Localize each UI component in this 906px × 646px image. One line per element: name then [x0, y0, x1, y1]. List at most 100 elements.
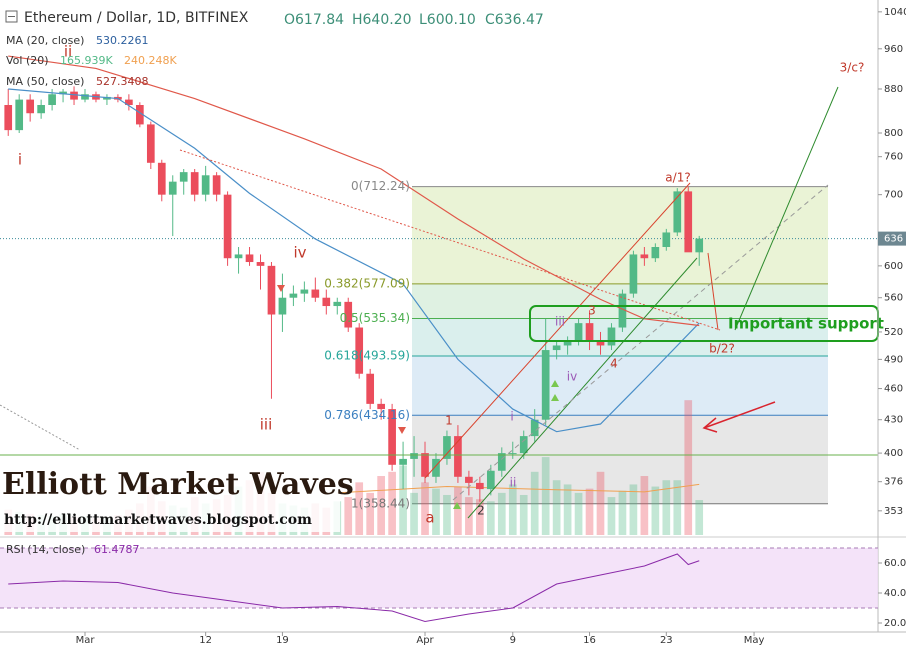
- legend-value: 240.248K: [124, 54, 177, 67]
- candle-body: [640, 254, 649, 259]
- volume-bar: [640, 476, 649, 535]
- candle-body: [289, 293, 298, 298]
- candle-body: [684, 191, 693, 253]
- wave-label: i: [510, 410, 513, 424]
- candle-body: [278, 297, 287, 315]
- symbol-title: Ethereum / Dollar, 1D, BITFINEX: [24, 10, 249, 26]
- legend-name: MA (50, close): [6, 75, 84, 88]
- trend-line: [0, 404, 81, 451]
- axes: 60.0 40.0 20.0 1040 960 880 800 760 700 600 560 520…: [76, 7, 906, 646]
- candle-body: [26, 99, 35, 114]
- y-tick-label: 520: [884, 327, 903, 338]
- volume-bar: [673, 480, 682, 535]
- volume-bar: [344, 497, 353, 535]
- candle-body: [4, 105, 13, 131]
- marker: [398, 427, 406, 434]
- text-layer: 0(712.24) 0.382(577.09) 0.5(535.34) 0.618(4…: [18, 43, 884, 527]
- candle-body: [136, 105, 144, 125]
- wave-label: ii: [64, 43, 72, 61]
- candle-body: [432, 458, 440, 477]
- volume-bar: [366, 492, 375, 535]
- y-tick-label: 800: [884, 128, 903, 139]
- candle-body: [465, 476, 473, 483]
- volume-bar: [530, 471, 539, 535]
- moving-average: [8, 88, 700, 433]
- volume-bar: [695, 500, 704, 535]
- candle-body: [585, 323, 594, 341]
- y-tick-label: 560: [884, 293, 903, 304]
- wave-label: iv: [293, 244, 306, 262]
- candle-body: [125, 99, 133, 106]
- legend-value: 527.3408: [96, 75, 149, 88]
- candle-body: [70, 91, 78, 100]
- candle-body: [48, 94, 56, 106]
- fib-zone: [412, 356, 828, 416]
- rsi-line: [8, 553, 700, 623]
- rsi-tick-label: 40.0: [884, 588, 906, 599]
- candle-body: [662, 232, 671, 248]
- y-tick-label: 880: [884, 84, 903, 95]
- y-tick-label: 1040: [884, 7, 906, 18]
- candle-body: [201, 175, 210, 195]
- candle-body: [168, 181, 177, 195]
- candle-body: [37, 105, 45, 114]
- candle-body: [179, 172, 188, 182]
- y-tick-label: 960: [884, 44, 903, 55]
- candle-body: [300, 289, 309, 294]
- watermark-title: Elliott Market Waves: [2, 467, 354, 502]
- wave-label: 1: [445, 414, 453, 428]
- candle-body: [399, 458, 407, 465]
- candle-body: [607, 327, 616, 346]
- x-tick-label: Mar: [76, 635, 96, 646]
- fib-label: 0.618(493.59): [324, 349, 410, 363]
- x-tick-label: 23: [660, 635, 673, 646]
- volume-bar: [388, 471, 396, 535]
- collapse-icon[interactable]: [5, 10, 18, 23]
- volume-bar: [684, 400, 693, 535]
- volume-bar: [607, 497, 616, 535]
- channel-line: [424, 182, 691, 479]
- candle-body: [530, 419, 539, 437]
- arrow-head: [702, 417, 718, 433]
- y-tick-label: 460: [884, 384, 903, 395]
- volume-bar: [421, 482, 429, 535]
- volume-bar: [476, 499, 484, 535]
- candle-body: [311, 289, 320, 298]
- fib-zone: [412, 415, 828, 504]
- x-tick-label: 19: [276, 635, 289, 646]
- legend-value: 530.2261: [96, 34, 149, 47]
- rsi-tick-label: 20.0: [884, 618, 906, 629]
- candle-body: [519, 436, 528, 454]
- volume-bar: [454, 486, 462, 535]
- fib-label: 1(358.44): [351, 496, 410, 510]
- fib-label: 0.5(535.34): [340, 311, 410, 325]
- wave-label: ii: [510, 476, 517, 490]
- y-tick-label: 353: [884, 506, 903, 517]
- candle-body: [377, 403, 385, 410]
- fib-label: 0.786(434.16): [324, 408, 410, 422]
- volume-ma-line: [337, 483, 700, 494]
- legend-name: MA (20, close): [6, 34, 84, 47]
- ohlc-open: O617.84: [284, 12, 344, 28]
- candle-body: [552, 345, 561, 351]
- x-tick-label: Apr: [416, 635, 434, 646]
- volume-bar: [585, 488, 594, 535]
- volume-bar: [465, 497, 473, 535]
- fib-label: 0(712.24): [351, 179, 410, 193]
- channel-line: [467, 257, 698, 519]
- ohlc-high: H640.20: [352, 12, 412, 28]
- arrow: [703, 401, 776, 429]
- channel-line: [452, 184, 829, 501]
- candle-body: [355, 327, 364, 374]
- candle-body: [563, 340, 572, 346]
- rsi-pane: [0, 547, 878, 623]
- volume-bar: [651, 486, 660, 535]
- moving-average: [8, 55, 700, 327]
- volume-bar: [662, 480, 671, 535]
- candle-body: [15, 99, 24, 131]
- wave-label: 2: [477, 504, 485, 518]
- candle-body: [443, 436, 451, 459]
- wave-label: i: [18, 151, 22, 169]
- volume-bar: [574, 492, 583, 535]
- candle-body: [157, 162, 166, 195]
